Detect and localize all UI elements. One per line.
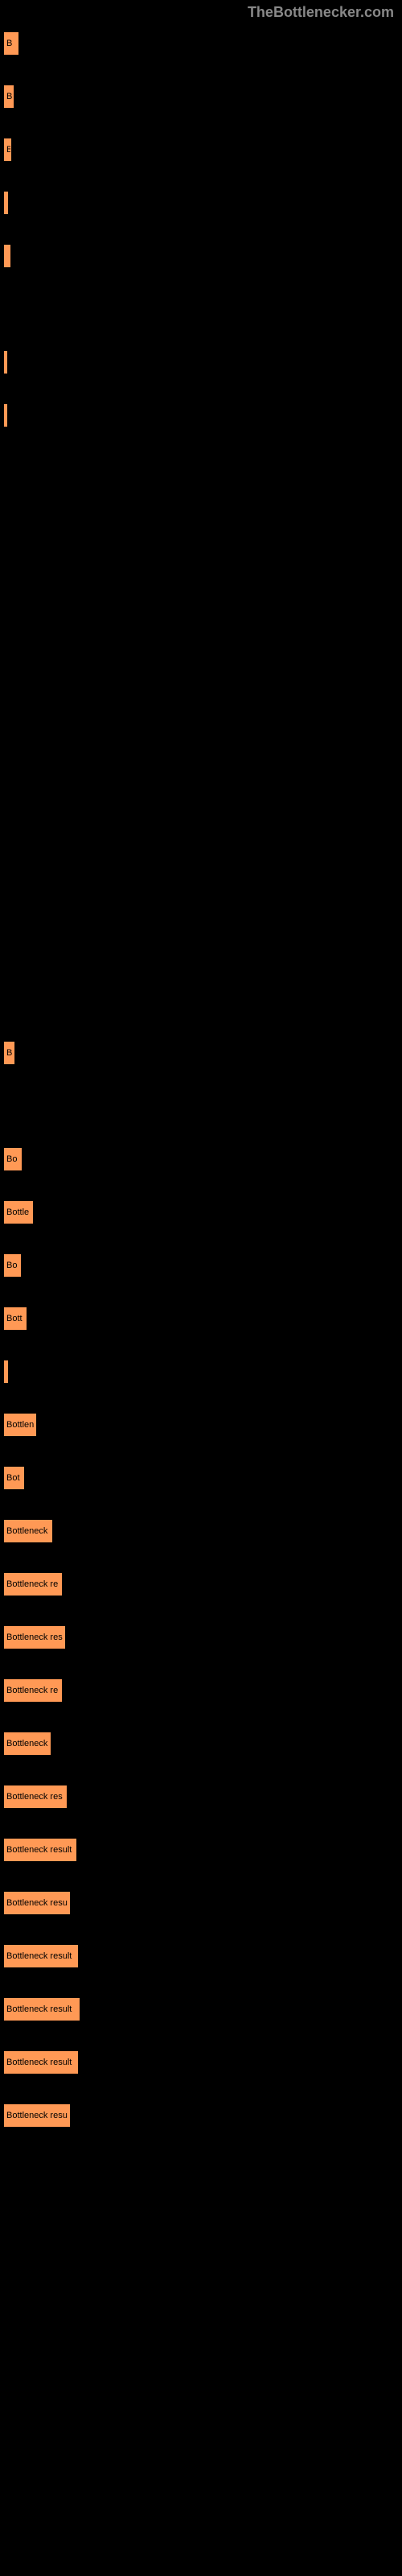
bar-row: Bottleneck result bbox=[4, 1839, 402, 1861]
bar-row: Bottleneck res bbox=[4, 1785, 402, 1808]
bar-row: Bottlen bbox=[4, 1414, 402, 1436]
bar-row: Bottle bbox=[4, 1201, 402, 1224]
chart-bar: Bo bbox=[4, 1148, 22, 1170]
bar-row: Bottleneck re bbox=[4, 1573, 402, 1596]
chart-bar: Bott bbox=[4, 1307, 27, 1330]
watermark-text: TheBottlenecker.com bbox=[248, 4, 394, 21]
chart-bar bbox=[4, 192, 8, 214]
bar-row bbox=[4, 617, 402, 639]
chart-bar: Bo bbox=[4, 1254, 21, 1277]
chart-bar: Bottleneck bbox=[4, 1732, 51, 1755]
chart-bar: Bottleneck res bbox=[4, 1785, 67, 1808]
chart-bar: Bottleneck result bbox=[4, 1839, 76, 1861]
bar-row: B bbox=[4, 85, 402, 108]
chart-bar: Bottleneck bbox=[4, 1520, 52, 1542]
bar-row bbox=[4, 670, 402, 692]
chart-bar: B bbox=[4, 85, 14, 108]
bar-row bbox=[4, 882, 402, 905]
bar-row: B bbox=[4, 32, 402, 55]
bar-row bbox=[4, 510, 402, 533]
chart-bar: Bottleneck re bbox=[4, 1573, 62, 1596]
bar-row: Bottleneck re bbox=[4, 1679, 402, 1702]
chart-bar bbox=[4, 1360, 8, 1383]
bar-row bbox=[4, 1360, 402, 1383]
bar-row: Bo bbox=[4, 1148, 402, 1170]
bar-row: Bottleneck bbox=[4, 1520, 402, 1542]
bar-row: Bottleneck resu bbox=[4, 2104, 402, 2127]
bar-row: Bottleneck bbox=[4, 1732, 402, 1755]
bar-row bbox=[4, 298, 402, 320]
bar-row bbox=[4, 989, 402, 1011]
bar-row bbox=[4, 245, 402, 267]
bar-row: Bo bbox=[4, 1254, 402, 1277]
chart-bar bbox=[4, 404, 7, 427]
bar-row bbox=[4, 935, 402, 958]
bar-row: Bottleneck result bbox=[4, 1945, 402, 1967]
bar-row: Bot bbox=[4, 1467, 402, 1489]
bar-row: Bottleneck resu bbox=[4, 1892, 402, 1914]
bar-row bbox=[4, 1095, 402, 1117]
bar-chart: B B B B Bo Bottle Bo Bott Bottlen Bot Bottleneck Bo… bbox=[0, 0, 402, 2127]
chart-bar: Bottle bbox=[4, 1201, 33, 1224]
chart-bar: Bottleneck res bbox=[4, 1626, 65, 1649]
bar-row bbox=[4, 723, 402, 745]
chart-bar: B bbox=[4, 32, 18, 55]
bar-row: B bbox=[4, 1042, 402, 1064]
bar-row bbox=[4, 829, 402, 852]
bar-row: B bbox=[4, 138, 402, 161]
chart-bar: Bot bbox=[4, 1467, 24, 1489]
chart-bar: Bottleneck resu bbox=[4, 2104, 70, 2127]
bar-row bbox=[4, 564, 402, 586]
chart-bar: Bottlen bbox=[4, 1414, 36, 1436]
bar-row bbox=[4, 192, 402, 214]
chart-bar: B bbox=[4, 1042, 14, 1064]
bar-row bbox=[4, 404, 402, 427]
bar-row: Bottleneck result bbox=[4, 1998, 402, 2021]
chart-bar: Bottleneck re bbox=[4, 1679, 62, 1702]
bar-row: Bott bbox=[4, 1307, 402, 1330]
chart-bar: Bottleneck result bbox=[4, 2051, 78, 2074]
chart-bar: Bottleneck result bbox=[4, 1945, 78, 1967]
chart-bar bbox=[4, 245, 10, 267]
bar-row bbox=[4, 457, 402, 480]
bar-row bbox=[4, 351, 402, 374]
chart-bar bbox=[4, 351, 7, 374]
chart-bar: Bottleneck result bbox=[4, 1998, 80, 2021]
chart-bar: B bbox=[4, 138, 11, 161]
bar-row: Bottleneck result bbox=[4, 2051, 402, 2074]
bar-row: Bottleneck res bbox=[4, 1626, 402, 1649]
bar-row bbox=[4, 776, 402, 799]
chart-bar: Bottleneck resu bbox=[4, 1892, 70, 1914]
